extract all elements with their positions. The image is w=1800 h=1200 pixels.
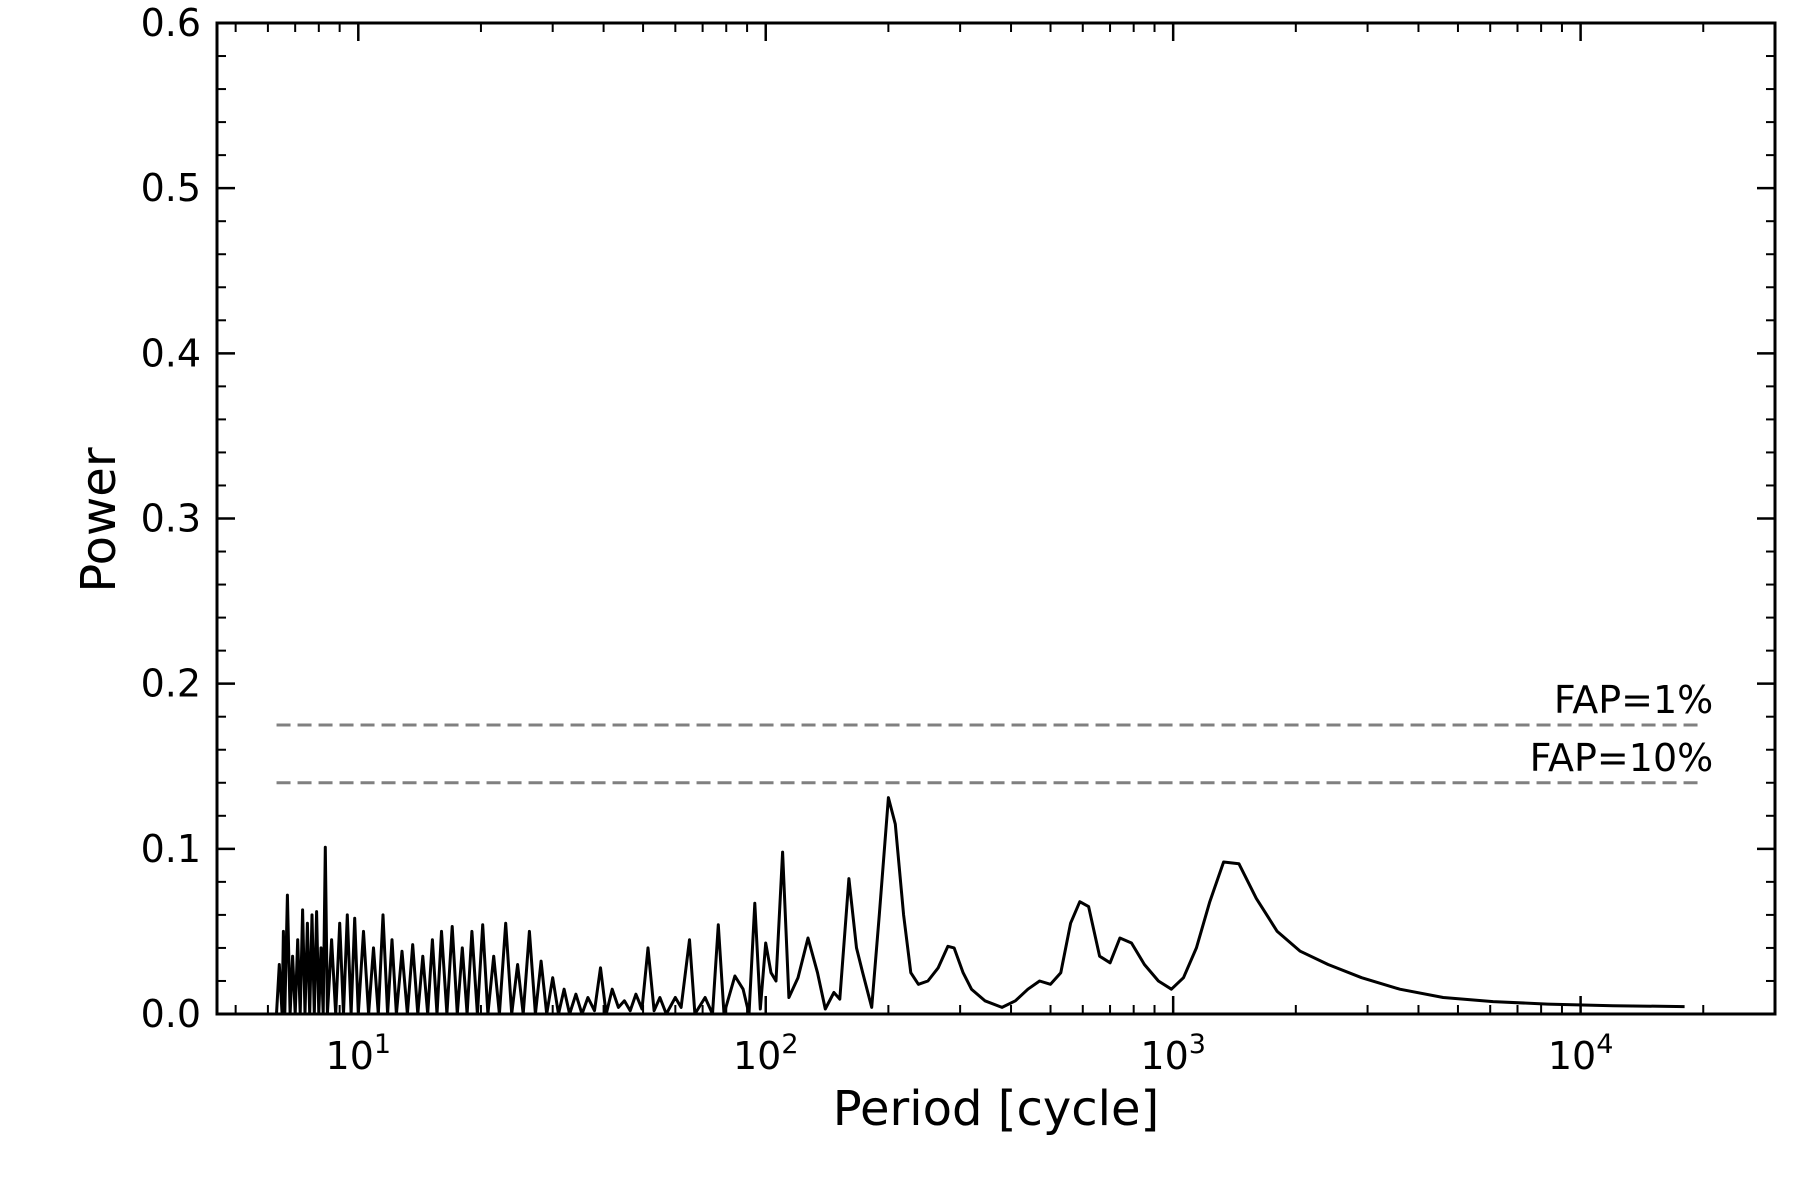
y-tick-label: 0.6 [141,1,201,45]
x-tick-exponent: 2 [781,1029,798,1060]
x-axis-title: Period [cycle] [833,1081,1159,1137]
x-tick-base: 10 [1548,1034,1596,1078]
y-tick-label: 0.1 [141,827,201,871]
power-series-line [275,796,1685,1016]
x-tick-label: 101 [326,1029,392,1078]
x-tick-exponent: 3 [1189,1029,1206,1060]
fap-threshold-lines [276,723,1704,785]
x-tick-base: 10 [733,1034,781,1078]
fap-label: FAP=10% [1530,736,1714,780]
y-tick-label: 0.5 [141,166,201,210]
y-tick-label: 0.2 [141,662,201,706]
power-series [275,796,1685,1016]
axis-ticks [217,21,1776,1016]
x-tick-exponent: 4 [1596,1029,1613,1060]
x-tick-exponent: 1 [374,1029,391,1060]
x-tick-label: 103 [1140,1029,1206,1078]
x-tick-base: 10 [1140,1034,1188,1078]
x-tick-label: 104 [1548,1029,1614,1078]
y-tick-label: 0.4 [141,331,201,375]
y-axis-title: Power [71,447,127,592]
plot-frame [215,21,1777,1016]
fap-label: FAP=1% [1554,678,1713,722]
x-tick-label: 102 [733,1029,799,1078]
y-tick-label: 0.3 [141,497,201,541]
x-tick-base: 10 [326,1034,374,1078]
y-tick-label: 0.0 [141,992,201,1036]
